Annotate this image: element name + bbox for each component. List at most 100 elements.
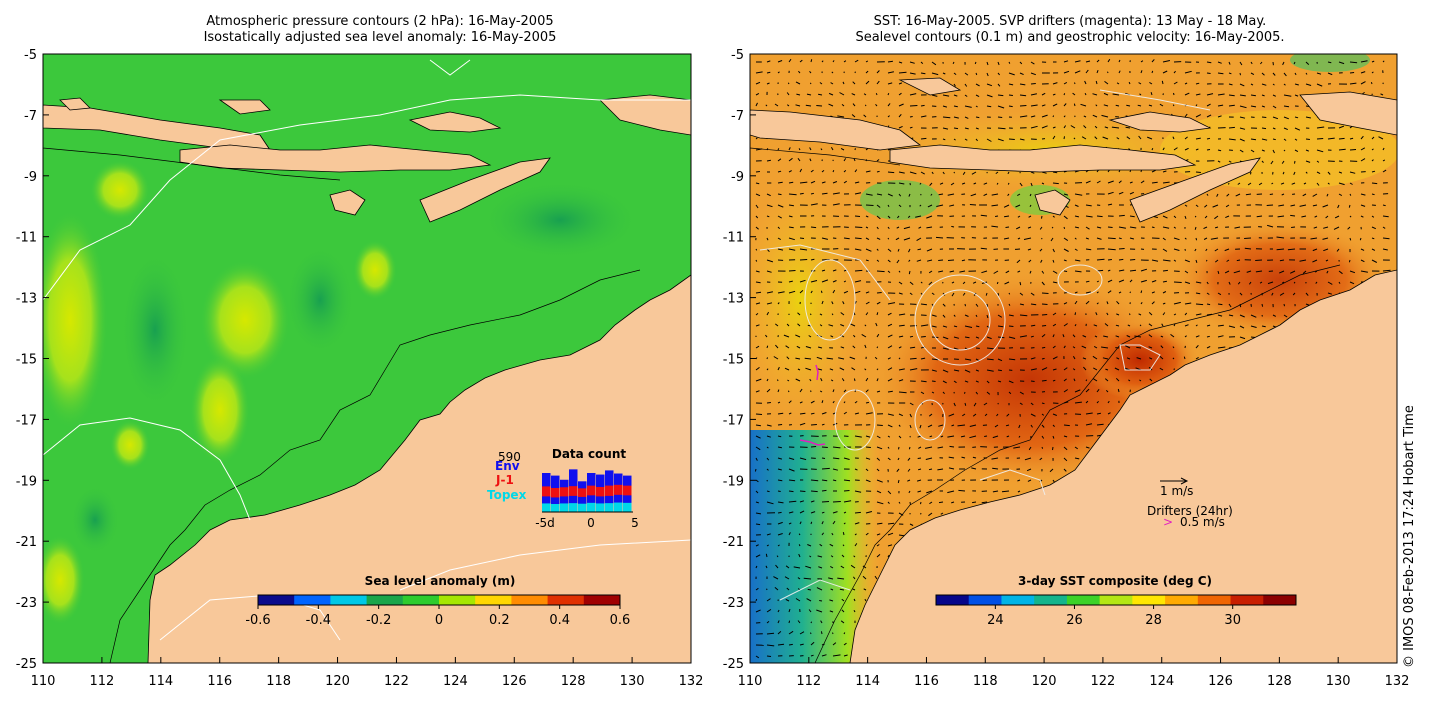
velocity-vector bbox=[935, 236, 944, 239]
velocity-vector bbox=[1105, 389, 1109, 393]
velocity-vector bbox=[1278, 270, 1285, 274]
velocity-vector bbox=[1062, 334, 1065, 338]
velocity-vector bbox=[1235, 193, 1241, 197]
velocity-vector bbox=[1312, 259, 1318, 263]
velocity-vector bbox=[1118, 59, 1121, 63]
velocity-vector bbox=[788, 630, 794, 635]
velocity-vector bbox=[1102, 136, 1109, 140]
velocity-vector bbox=[809, 378, 812, 382]
velocity-vector bbox=[1101, 114, 1109, 118]
velocity-vector bbox=[1194, 215, 1197, 218]
velocity-vector bbox=[1085, 423, 1093, 426]
velocity-vector bbox=[777, 521, 783, 525]
velocity-vector bbox=[1147, 136, 1153, 140]
right-map-ticks: 110 112 114 116 118 120 122 124 126 128 130 132-5-7… bbox=[723, 48, 1410, 689]
velocity-vector bbox=[969, 435, 977, 439]
velocity-vector bbox=[876, 544, 880, 547]
velocity-vector bbox=[1096, 59, 1100, 63]
velocity-vector bbox=[1041, 402, 1045, 405]
velocity-vector bbox=[1360, 259, 1365, 263]
velocity-vector bbox=[826, 357, 834, 360]
velocity-vector bbox=[1272, 94, 1277, 97]
velocity-vector bbox=[1239, 325, 1245, 329]
velocity-vector bbox=[1041, 303, 1048, 305]
velocity-vector bbox=[876, 333, 880, 338]
velocity-vector bbox=[1173, 215, 1177, 219]
velocity-vector bbox=[986, 380, 990, 384]
velocity-vector bbox=[1148, 357, 1153, 360]
velocity-vector bbox=[1063, 136, 1065, 140]
velocity-vector bbox=[874, 356, 878, 360]
velocity-vector bbox=[788, 479, 796, 482]
velocity-vector bbox=[898, 61, 903, 64]
velocity-vector bbox=[1338, 125, 1345, 129]
velocity-vector bbox=[916, 479, 922, 482]
velocity-vector bbox=[1217, 115, 1222, 118]
velocity-vector bbox=[997, 358, 1003, 362]
velocity-vector bbox=[887, 501, 890, 504]
velocity-vector bbox=[1203, 237, 1208, 240]
velocity-vector bbox=[1041, 325, 1047, 327]
velocity-vector bbox=[1205, 259, 1208, 262]
velocity-vector bbox=[1326, 193, 1329, 197]
velocity-vector bbox=[766, 82, 770, 85]
velocity-vector bbox=[810, 511, 816, 514]
velocity-vector bbox=[1173, 281, 1182, 283]
velocity-vector bbox=[1359, 237, 1362, 241]
velocity-vector bbox=[876, 424, 883, 426]
velocity-vector bbox=[931, 380, 936, 382]
velocity-vector bbox=[1159, 367, 1164, 371]
velocity-vector bbox=[876, 301, 881, 305]
velocity-vector bbox=[1162, 70, 1168, 74]
velocity-vector bbox=[1041, 92, 1046, 96]
velocity-vector bbox=[1194, 226, 1197, 230]
velocity-vector bbox=[766, 237, 769, 241]
velocity-vector bbox=[842, 81, 845, 85]
y-tick-label: -13 bbox=[723, 292, 744, 307]
velocity-vector bbox=[909, 93, 917, 96]
colorbar-tick-label: 0 bbox=[435, 613, 443, 628]
velocity-vector bbox=[1129, 269, 1137, 272]
colorbar-swatch bbox=[1099, 595, 1133, 605]
velocity-vector bbox=[821, 170, 825, 173]
velocity-vector bbox=[1382, 169, 1387, 173]
velocity-vector bbox=[972, 456, 977, 459]
velocity-vector bbox=[1140, 268, 1148, 272]
velocity-vector bbox=[898, 413, 904, 417]
velocity-vector bbox=[788, 58, 792, 63]
velocity-vector bbox=[876, 70, 880, 74]
velocity-vector bbox=[842, 301, 845, 305]
velocity-vector bbox=[876, 193, 883, 196]
velocity-vector bbox=[1084, 92, 1087, 96]
velocity-vector bbox=[1092, 93, 1098, 96]
x-tick-label: 126 bbox=[1208, 674, 1233, 689]
velocity-vector bbox=[1030, 368, 1037, 371]
velocity-vector bbox=[938, 501, 944, 504]
velocity-vector bbox=[854, 435, 862, 438]
velocity-vector bbox=[1052, 356, 1058, 360]
velocity-vector bbox=[1052, 379, 1056, 382]
velocity-vector bbox=[1149, 378, 1153, 382]
colorbar-tick-label: -0.2 bbox=[366, 613, 391, 628]
velocity-vector bbox=[898, 270, 901, 273]
velocity-vector bbox=[887, 82, 893, 85]
velocity-vector bbox=[1206, 103, 1211, 107]
velocity-vector bbox=[1041, 334, 1046, 338]
velocity-vector bbox=[1019, 335, 1027, 338]
velocity-vector bbox=[795, 357, 801, 360]
velocity-vector bbox=[810, 521, 813, 525]
velocity-vector bbox=[908, 259, 911, 262]
velocity-vector bbox=[1019, 105, 1027, 107]
velocity-vector bbox=[865, 457, 871, 460]
velocity-vector bbox=[1030, 93, 1037, 96]
velocity-vector bbox=[1159, 355, 1164, 360]
velocity-vector bbox=[810, 203, 818, 206]
velocity-vector bbox=[816, 105, 823, 107]
velocity-vector bbox=[1162, 269, 1168, 272]
velocity-vector bbox=[997, 369, 1002, 372]
velocity-vector bbox=[1094, 136, 1098, 140]
velocity-vector bbox=[755, 424, 761, 427]
right-map bbox=[750, 54, 1397, 663]
velocity-vector bbox=[1107, 58, 1111, 63]
velocity-vector bbox=[853, 158, 856, 162]
